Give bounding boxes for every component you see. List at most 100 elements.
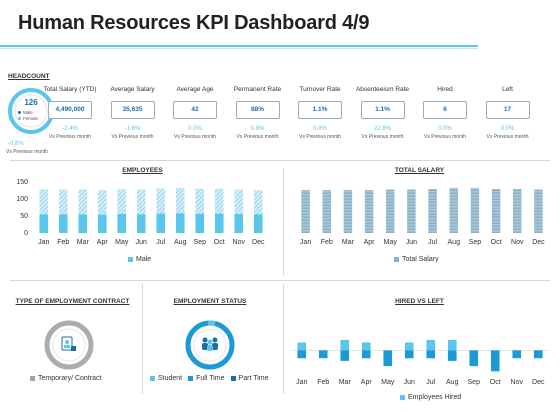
left-bar [297,350,307,359]
fulltime-label: Full Time [196,375,225,382]
employees-xtick: Jul [156,239,165,246]
contract-chart-title: TYPE OF EMPLOYMENT CONTRACT [15,298,130,305]
salary-xtick: Oct [491,239,502,246]
salary-xtick: Dec [532,239,545,246]
employees-xtick: Sep [194,239,207,246]
salary-legend-label: Total Salary [402,256,439,263]
contract-ring [44,320,94,370]
employees-legend-label: Male [136,256,152,263]
kpi-change: -2.4% [62,126,78,132]
kpi-label: Permanent Rate [233,86,282,93]
female-dot [18,117,21,120]
left-bar [383,350,393,367]
employees-bar-other [234,189,244,214]
salary-bar [407,189,416,233]
employees-bar-other [136,189,146,215]
employees-bar-other [78,189,88,215]
headcount-value: 126 [24,98,38,107]
kpi-label: Total Salary (YTD) [43,86,97,93]
salary-bar [534,189,543,233]
left-bar [533,350,543,359]
left-bar [426,350,436,359]
salary-swatch [394,257,399,262]
salary-chart: Jan Feb Mar Apr May Jun Jul Aug Sep Oct Nov Dec [300,187,545,246]
status-legend: Student Full Time Part Time [150,375,269,382]
salary-bar [428,189,437,233]
employees-bar-other [58,189,68,215]
status-donut [185,320,235,370]
employees-bar-other [214,188,224,214]
kpi-change: 0.0% [438,126,452,132]
headcount-label: HEADCOUNT [8,73,50,80]
title-underline-thin [0,48,478,49]
left-bar [512,350,522,359]
employees-bar-male [39,214,49,233]
hired-swatch [400,395,405,400]
salary-bar [513,189,522,233]
divider-top [10,160,550,161]
hired-left-xtick: Jan [296,379,307,386]
employees-bar-male [78,214,88,233]
kpi-vs-label: Vs Previous month [111,134,154,140]
salary-xtick: Feb [321,239,333,246]
divider-bottom-2 [283,284,284,394]
parttime-swatch [230,376,236,381]
parttime-label: Part Time [238,375,269,382]
hired-left-chart-title: HIRED VS LEFT [395,298,444,305]
female-label: Female [23,116,39,121]
kpi-value-box: 4,490,000 [48,101,92,119]
employees-bar-other [175,187,185,214]
left-bar [490,350,500,372]
hired-left-xtick: Nov [511,379,524,386]
employees-xtick: Oct [214,239,225,246]
status-legend-fulltime: Full Time [188,375,225,382]
kpi-vs-label: Vs Previous month [424,134,466,140]
page-title: Human Resources KPI Dashboard 4/9 [18,12,370,34]
hired-left-xtick: Mar [339,379,352,386]
salary-xtick: Sep [469,239,482,246]
male-label: Male [23,110,33,115]
salary-bar [301,190,310,233]
employees-bar-male [253,214,263,233]
employees-ytick: 100 [16,196,28,203]
kpi-change: 0.0% [500,126,515,132]
hired-left-xtick: Sep [468,379,481,386]
kpi-vs-label: Vs Previous month [236,134,279,140]
headcount-vs: Vs Previous month [6,149,48,155]
employees-ytick: 150 [16,179,28,186]
kpi-vs-label: Vs Previous month [299,134,341,140]
salary-bar [322,190,331,233]
headcount-inner [14,94,48,128]
employees-xtick: Nov [233,239,246,246]
employees-bar-male [195,213,205,233]
kpi-label: Turnover Rate [299,86,341,93]
kpi-change: 0.8% [250,126,265,132]
employees-chart: 0 50 100 150 Jan Feb Mar Apr May Jun Jul Aug Sep Oct N… [16,179,265,246]
left-bar [340,350,350,361]
male-dot [18,111,21,114]
kpi-change: -1.6% [124,126,141,132]
kpi-value-box: 6 [423,101,467,119]
salary-chart-title: TOTAL SALARY [394,167,445,174]
employees-xtick: Apr [97,239,109,246]
employees-bar-other [117,189,127,214]
hired-legend-label: Employees Hired [408,394,462,401]
status-people-icon [202,337,218,351]
employees-bar-male [117,213,127,233]
left-bar [361,350,371,359]
hired-left-xtick: Oct [490,379,501,386]
contract-legend: Temporary/ Contract [30,375,101,382]
kpi-label: Absenteeism Rate [355,86,410,93]
employees-xtick: Feb [57,239,69,246]
kpi-change: 0.0% [188,126,202,132]
contract-swatch [30,376,35,381]
fulltime-swatch [188,376,194,381]
hired-bar [340,339,350,351]
employees-ytick: 0 [24,230,28,237]
contract-donut [44,320,94,370]
kpi-vs-label: Vs Previous month [49,134,91,140]
hired-left-xtick: Jul [426,379,435,386]
kpi-label: Hired [437,86,453,93]
student-label: Student [158,375,183,382]
employees-xtick: May [115,239,129,246]
